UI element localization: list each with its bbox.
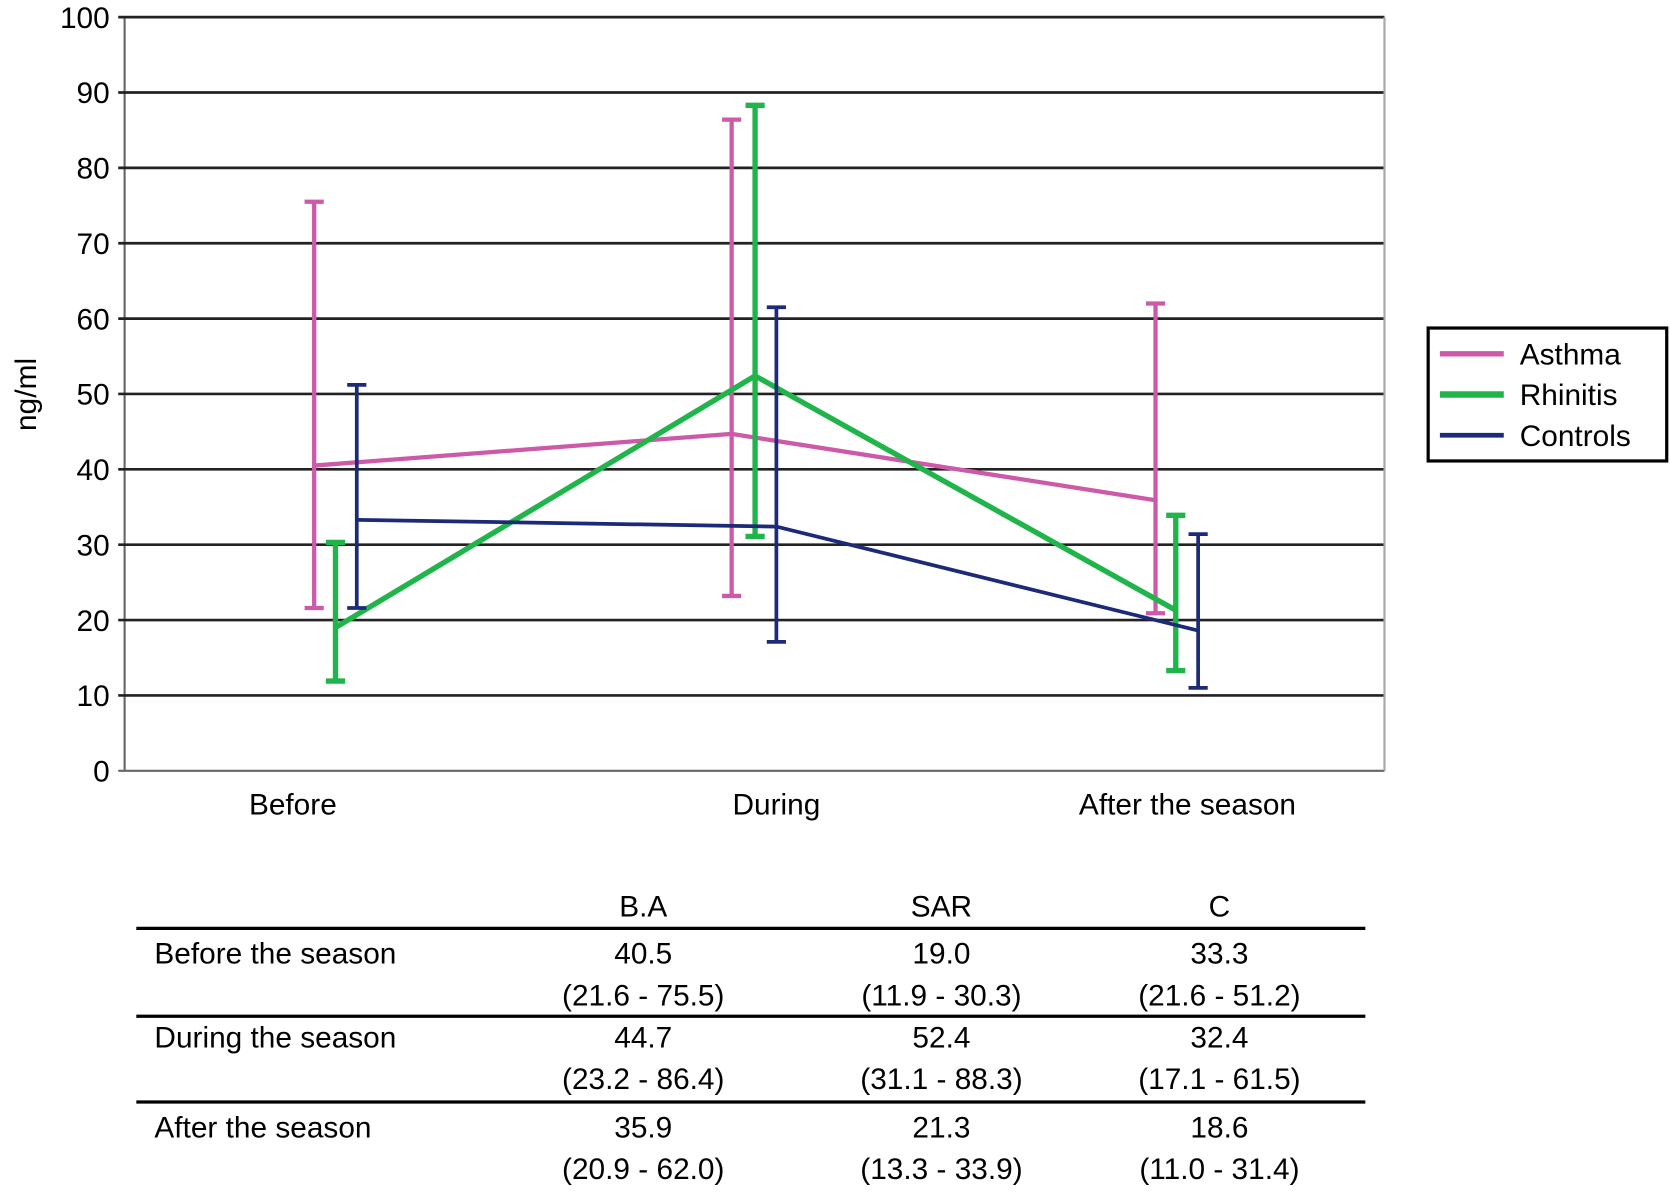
table-header: C <box>1209 890 1231 923</box>
y-tick-label: 0 <box>93 755 110 788</box>
y-tick-label: 60 <box>77 303 110 336</box>
y-tick-label: 20 <box>77 605 110 638</box>
legend-label: Controls <box>1520 420 1631 453</box>
x-tick-label: Before <box>249 789 337 822</box>
y-tick-label: 90 <box>77 77 110 110</box>
y-tick-label: 10 <box>77 680 110 713</box>
cell-range: (13.3 - 33.9) <box>860 1153 1022 1186</box>
cell-range: (11.9 - 30.3) <box>861 979 1021 1012</box>
row-label: Before the season <box>154 938 396 971</box>
cell-median: 44.7 <box>614 1021 672 1054</box>
row-label: During the season <box>154 1021 396 1054</box>
cell-median: 18.6 <box>1190 1111 1248 1144</box>
cell-median: 33.3 <box>1190 938 1248 971</box>
y-tick-label: 50 <box>77 379 110 412</box>
table-row: During the season 44.7 (23.2 - 86.4) 52.4 (3… <box>154 1021 1300 1096</box>
cell-range: (23.2 - 86.4) <box>562 1063 724 1096</box>
y-tick-label: 100 <box>60 2 110 35</box>
cell-range: (21.6 - 51.2) <box>1138 979 1300 1012</box>
y-tick-label: 40 <box>77 454 110 487</box>
row-label: After the season <box>154 1111 371 1144</box>
data-table: B.A SAR C Before the season 40.5 (21.6 - 75.5… <box>136 890 1365 1186</box>
cell-range: (21.6 - 75.5) <box>562 979 724 1012</box>
y-tick-label: 80 <box>77 153 110 186</box>
table-row: After the season 35.9 (20.9 - 62.0) 21.3 (13… <box>154 1111 1299 1186</box>
cell-median: 35.9 <box>614 1111 672 1144</box>
cell-median: 32.4 <box>1190 1021 1248 1054</box>
cell-range: (20.9 - 62.0) <box>562 1153 724 1186</box>
table-header: B.A <box>619 890 667 923</box>
x-tick-label: During <box>732 789 820 822</box>
table-row: Before the season 40.5 (21.6 - 75.5) 19.0 (1… <box>154 938 1300 1013</box>
y-tick-label: 30 <box>77 529 110 562</box>
legend-label: Rhinitis <box>1520 379 1618 412</box>
cell-median: 21.3 <box>912 1111 970 1144</box>
cell-median: 40.5 <box>614 938 672 971</box>
series-line <box>314 434 1155 500</box>
legend-label: Asthma <box>1520 338 1621 371</box>
cell-range: (17.1 - 61.5) <box>1138 1063 1300 1096</box>
y-tick-label: 70 <box>77 228 110 261</box>
legend: Asthma Rhinitis Controls <box>1428 328 1667 461</box>
cell-median: 52.4 <box>912 1021 970 1054</box>
series-asthma <box>305 120 1166 614</box>
cell-range: (31.1 - 88.3) <box>860 1063 1022 1096</box>
cell-range: (11.0 - 31.4) <box>1139 1153 1299 1186</box>
table-header: SAR <box>911 890 972 923</box>
x-tick-label: After the season <box>1079 789 1296 822</box>
series-controls <box>347 307 1208 688</box>
cell-median: 19.0 <box>912 938 970 971</box>
y-axis-label: ng/ml <box>10 358 43 431</box>
